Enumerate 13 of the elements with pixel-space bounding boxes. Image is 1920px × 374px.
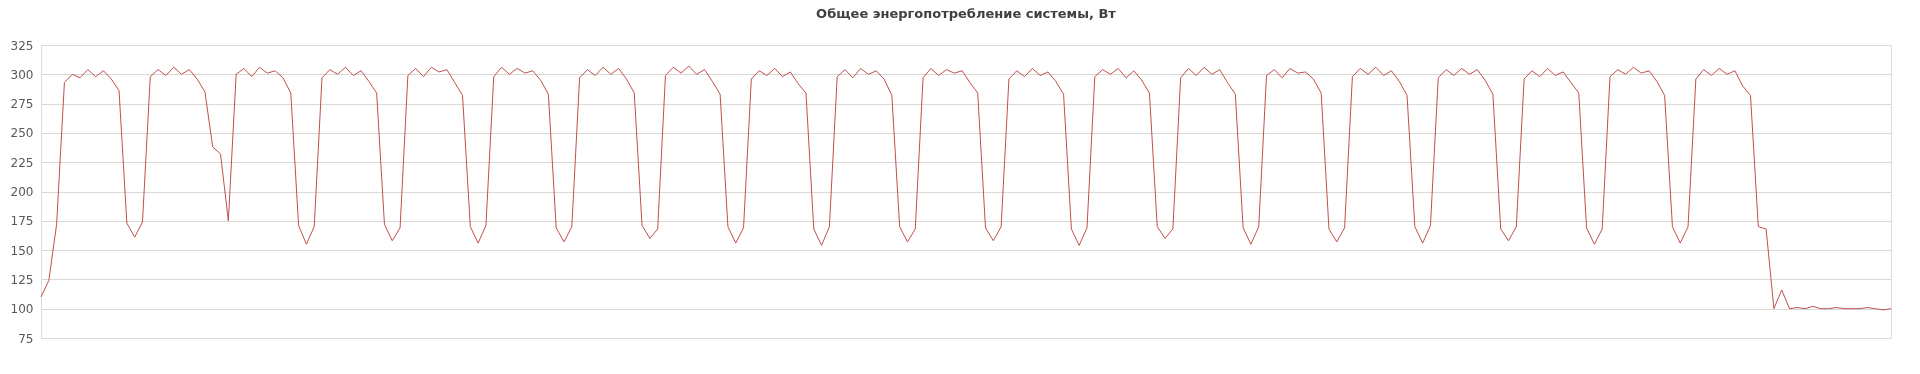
y-tick-label: 200 — [10, 185, 34, 199]
chart-title: Общее энергопотребление системы, Вт — [816, 6, 1117, 21]
y-tick-label: 75 — [18, 331, 34, 346]
y-tick-label: 175 — [10, 214, 34, 229]
y-tick-label: 300 — [10, 67, 34, 82]
y-tick-label: 325 — [10, 38, 34, 53]
y-tick-label: 125 — [10, 272, 34, 287]
y-tick-label: 225 — [10, 155, 34, 170]
y-tick-label: 275 — [10, 97, 34, 112]
line-series — [40, 65, 1892, 311]
y-tick-label: 250 — [10, 126, 34, 141]
y-tick-label: 100 — [10, 302, 34, 317]
y-tick-label: 150 — [10, 243, 34, 258]
